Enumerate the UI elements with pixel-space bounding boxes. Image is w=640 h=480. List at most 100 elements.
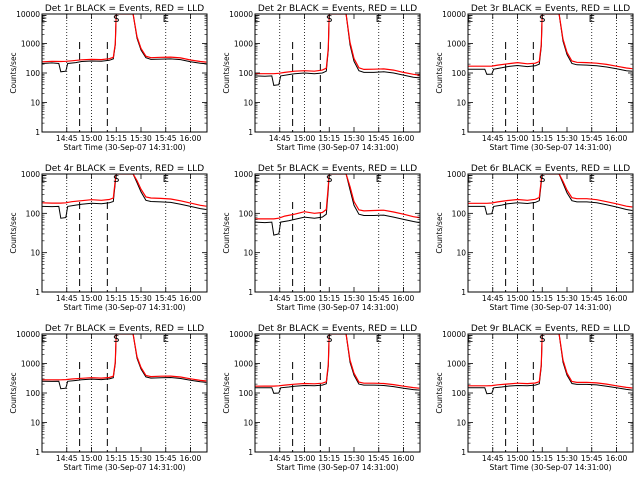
x-tick-label: 14:45: [482, 134, 504, 143]
event-marker-label: E: [41, 174, 47, 185]
plot-frame: [41, 173, 208, 293]
plot-frame: [467, 333, 634, 453]
event-marker-label: E: [589, 14, 595, 25]
y-axis-label: Counts/sec: [222, 52, 231, 93]
event-marker-label: S: [113, 174, 119, 185]
x-tick-label: 15:00: [81, 294, 103, 303]
y-tick-label: 100: [452, 209, 467, 218]
event-marker-label: E: [467, 174, 473, 185]
lld-line: [42, 334, 207, 382]
lld-line: [255, 174, 420, 220]
event-marker-label: E: [376, 174, 382, 185]
plot-frame: [254, 333, 421, 453]
y-axis-label: Counts/sec: [435, 212, 444, 253]
y-axis-label: Counts/sec: [9, 212, 18, 253]
x-tick-label: 15:15: [531, 134, 553, 143]
event-marker-label: E: [41, 14, 47, 25]
x-tick-label: 15:00: [507, 134, 529, 143]
x-axis-label: Start Time (30-Sep-07 14:31:00): [490, 303, 612, 312]
panel-title: Det 5r BLACK = Events, RED = LLD: [258, 164, 417, 174]
event-marker-label: S: [113, 334, 119, 345]
y-tick-label: 100: [26, 209, 41, 218]
x-tick-label: 15:30: [556, 454, 578, 463]
event-marker-label: E: [467, 334, 473, 345]
event-marker-label: E: [254, 334, 260, 345]
x-tick-label: 15:00: [507, 294, 529, 303]
y-tick-label: 100: [239, 69, 254, 78]
y-tick-label: 100: [26, 389, 41, 398]
plot-frame: [254, 173, 421, 293]
y-tick-label: 1: [248, 288, 253, 297]
plot-frame: [467, 173, 634, 293]
y-tick-label: 1: [35, 448, 40, 457]
x-tick-label: 14:45: [56, 134, 78, 143]
detector-panel: Det 3r BLACK = Events, RED = LLD 1 10 100 10…: [435, 4, 634, 152]
plot-frame: [41, 13, 208, 133]
event-marker-label: E: [41, 334, 47, 345]
y-axis-label: Counts/sec: [435, 52, 444, 93]
y-tick-label: 100: [26, 69, 41, 78]
event-marker-label: E: [376, 334, 382, 345]
x-axis-label: Start Time (30-Sep-07 14:31:00): [64, 143, 186, 152]
y-tick-label: 10: [243, 99, 253, 108]
x-tick-label: 15:15: [105, 134, 127, 143]
detector-panel: Det 5r BLACK = Events, RED = LLD 1 10 100 10…: [222, 164, 421, 312]
detector-panel: Det 4r BLACK = Events, RED = LLD 1 10 100 10…: [9, 164, 208, 312]
x-tick-label: 16:00: [393, 134, 415, 143]
x-tick-label: 15:00: [294, 454, 316, 463]
event-marker-label: S: [326, 174, 332, 185]
y-tick-label: 10000: [229, 330, 253, 339]
event-marker-label: E: [376, 14, 382, 25]
detector-panel: Det 2r BLACK = Events, RED = LLD 1 10 100 10…: [222, 4, 421, 152]
event-marker-label: E: [467, 14, 473, 25]
y-tick-label: 10: [243, 249, 253, 258]
x-tick-label: 15:30: [130, 134, 152, 143]
series-group: [42, 334, 207, 390]
plot-frame: [41, 333, 208, 453]
x-tick-label: 15:30: [343, 454, 365, 463]
event-marker-label: E: [163, 174, 169, 185]
x-tick-label: 14:45: [56, 294, 78, 303]
y-tick-label: 1: [461, 448, 466, 457]
series-group: [42, 14, 207, 73]
event-marker-label: E: [254, 174, 260, 185]
y-tick-label: 1000: [21, 40, 40, 49]
event-marker-label: E: [589, 334, 595, 345]
y-tick-label: 10000: [442, 330, 466, 339]
event-marker-label: E: [589, 174, 595, 185]
x-axis-label: Start Time (30-Sep-07 14:31:00): [64, 463, 186, 472]
x-tick-label: 14:45: [269, 294, 291, 303]
y-tick-label: 10000: [229, 10, 253, 19]
x-tick-label: 14:45: [269, 134, 291, 143]
y-tick-label: 1000: [234, 360, 253, 369]
x-tick-label: 15:30: [556, 134, 578, 143]
lld-line: [255, 14, 420, 76]
event-marker-label: E: [254, 14, 260, 25]
y-tick-label: 10000: [442, 10, 466, 19]
x-tick-label: 16:00: [606, 454, 628, 463]
x-tick-label: 15:45: [368, 294, 390, 303]
x-axis-label: Start Time (30-Sep-07 14:31:00): [277, 303, 399, 312]
lld-line: [42, 174, 207, 207]
y-tick-label: 10: [30, 99, 40, 108]
x-tick-label: 15:45: [581, 294, 603, 303]
x-axis-label: Start Time (30-Sep-07 14:31:00): [277, 143, 399, 152]
series-group: [255, 174, 420, 236]
y-axis-label: Counts/sec: [435, 372, 444, 413]
x-tick-label: 15:45: [155, 134, 177, 143]
lld-line: [468, 14, 633, 70]
y-axis-label: Counts/sec: [222, 372, 231, 413]
x-tick-label: 15:30: [556, 294, 578, 303]
x-tick-label: 15:00: [294, 294, 316, 303]
y-tick-label: 1000: [234, 40, 253, 49]
detector-panel: Det 8r BLACK = Events, RED = LLD 1 10 100 10…: [222, 324, 421, 472]
series-group: [468, 14, 633, 75]
y-axis-label: Counts/sec: [222, 212, 231, 253]
lld-line: [255, 334, 420, 389]
series-group: [255, 14, 420, 86]
y-tick-label: 10: [456, 249, 466, 258]
x-tick-label: 16:00: [606, 134, 628, 143]
event-marker-label: S: [113, 14, 119, 25]
y-tick-label: 1: [35, 128, 40, 137]
detector-panel: Det 6r BLACK = Events, RED = LLD 1 10 100 10…: [435, 164, 634, 312]
